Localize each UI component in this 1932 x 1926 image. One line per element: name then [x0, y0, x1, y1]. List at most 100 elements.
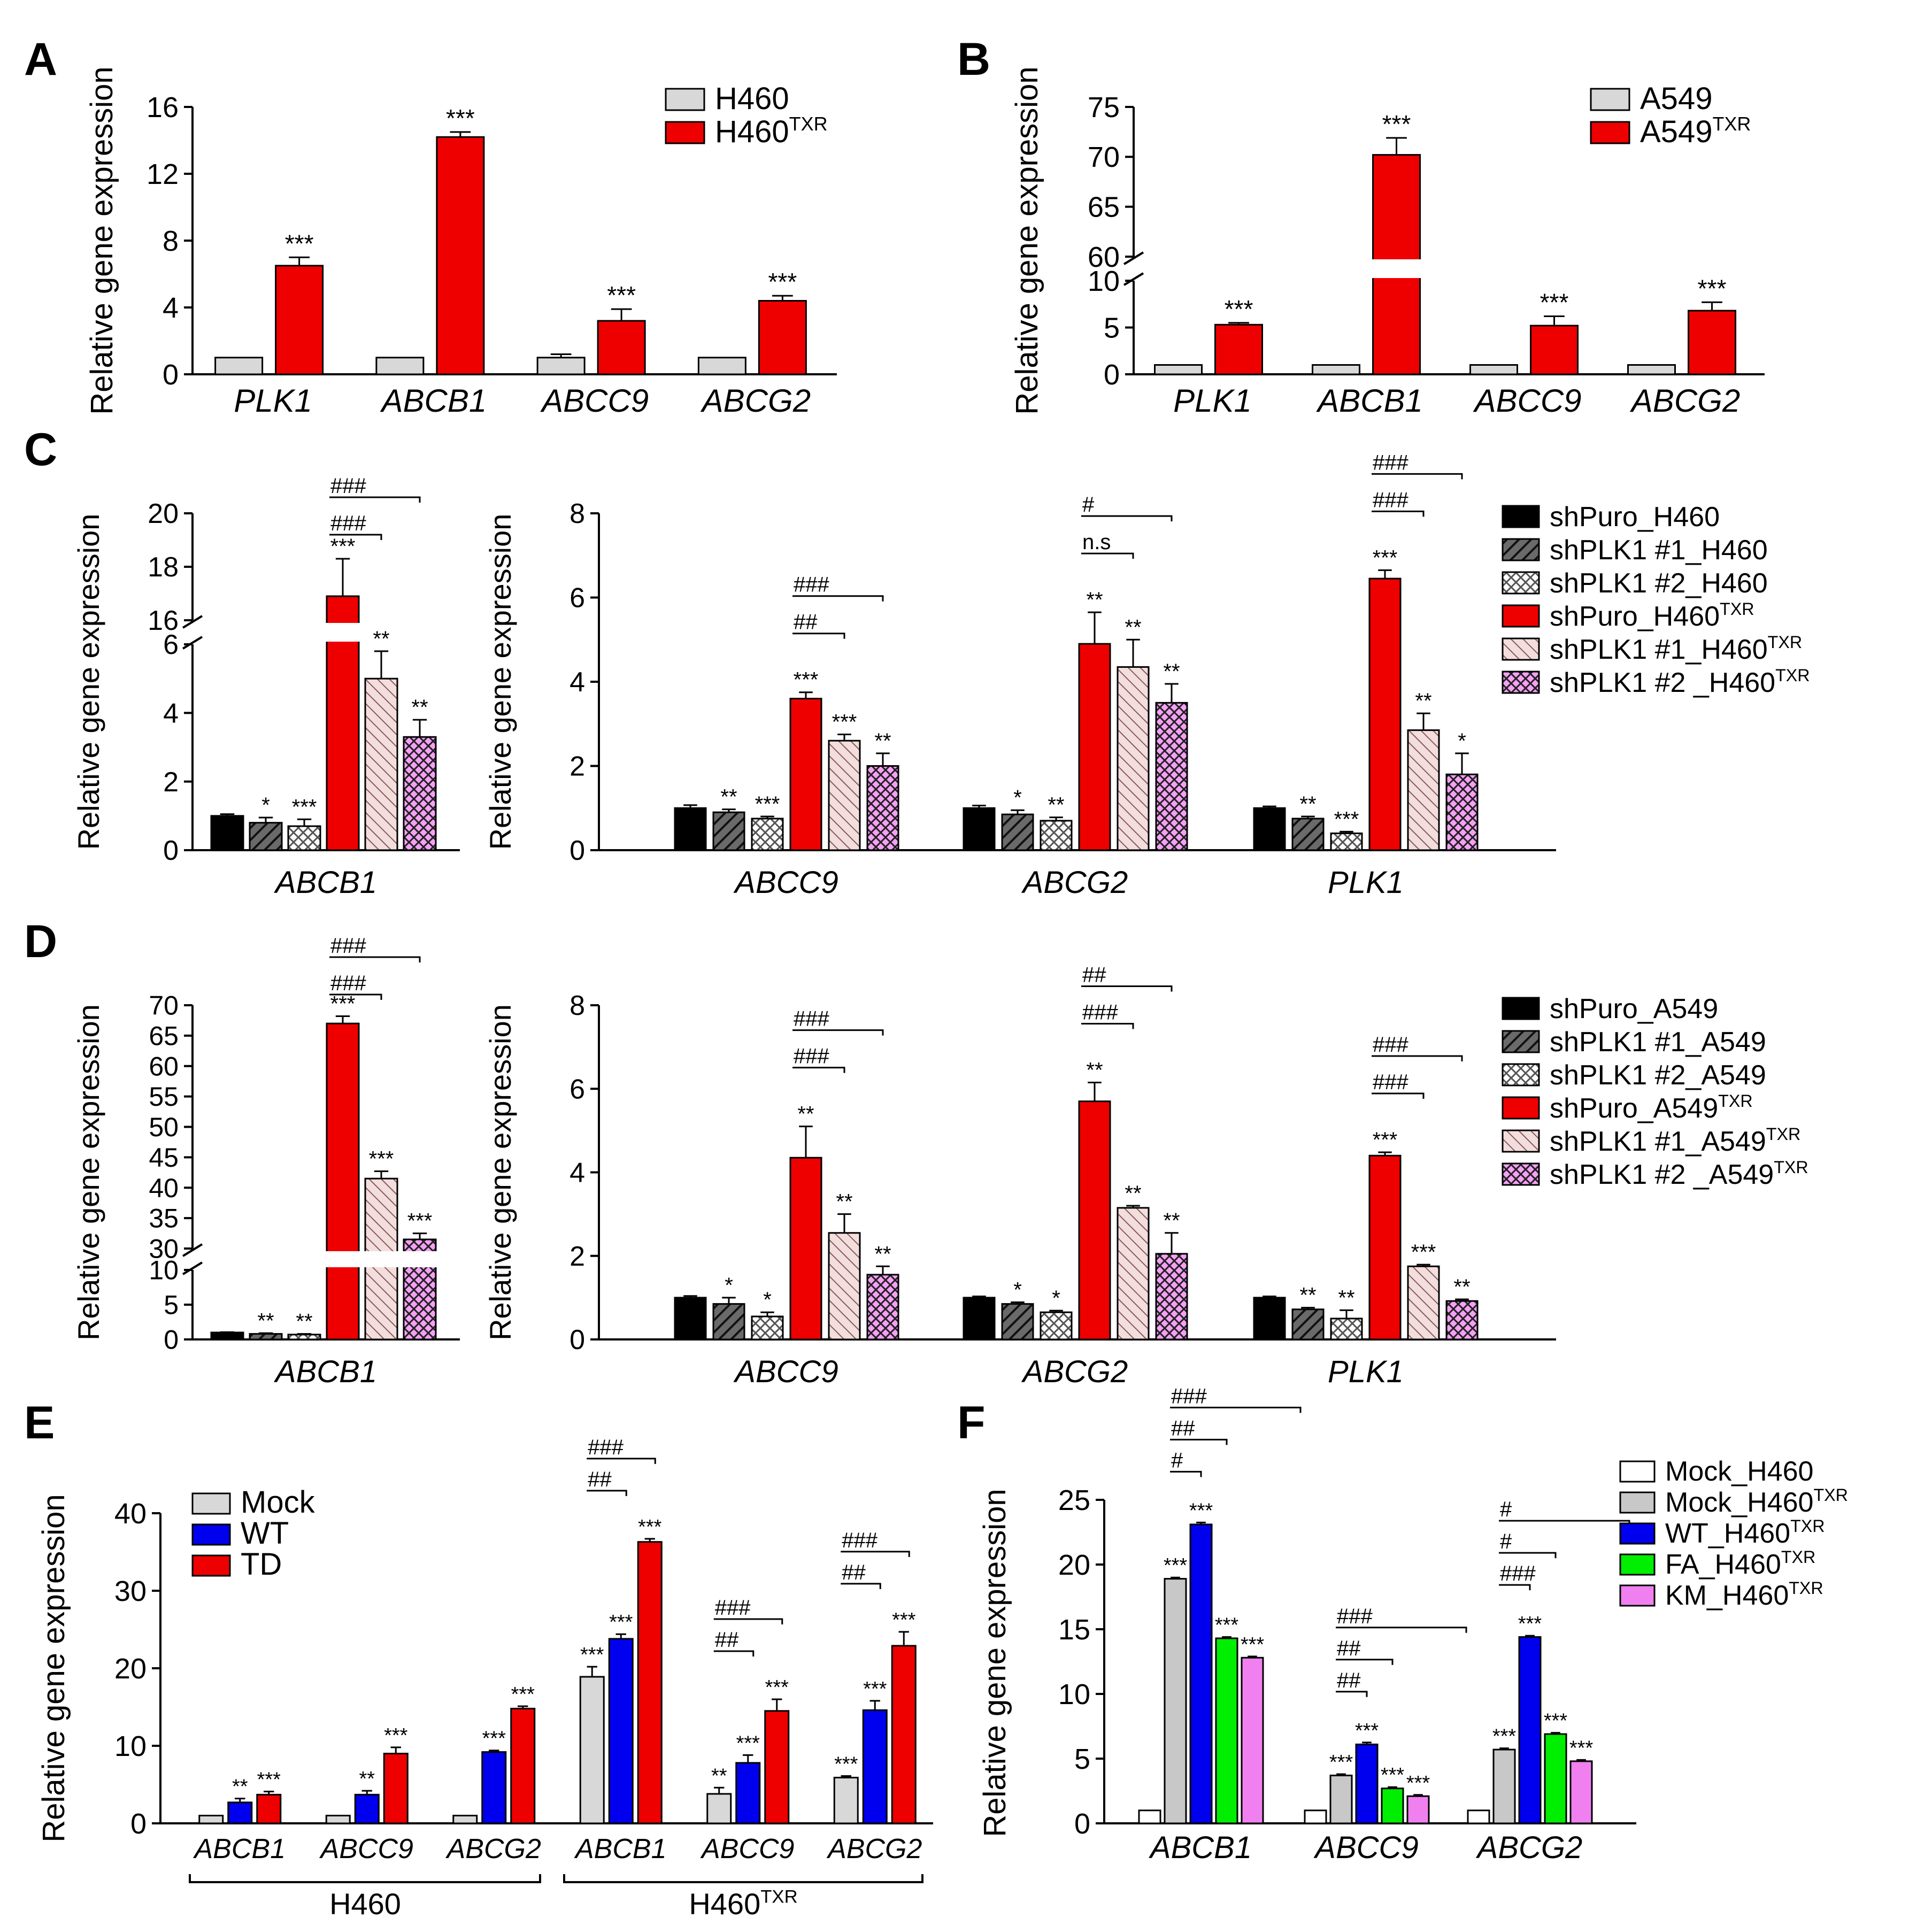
- y-tick-label: 20: [1058, 1549, 1090, 1581]
- bracket-label: ##: [794, 611, 818, 634]
- significance-label: ***: [768, 268, 797, 296]
- error-bar: [722, 1297, 736, 1304]
- bar: [325, 1815, 351, 1824]
- error-bar: [1228, 322, 1249, 325]
- legend-swatch: [1619, 1491, 1656, 1514]
- bracket-label: ##: [715, 1628, 739, 1652]
- legend-swatch: [1502, 1096, 1540, 1120]
- legend-swatch: [1502, 538, 1540, 561]
- y-axis-label: Relative gene expression: [1010, 66, 1044, 414]
- x-tick-label: PLK1: [1328, 865, 1404, 900]
- bar: [866, 765, 899, 851]
- bar: [862, 1709, 888, 1824]
- y-axis-label: Relative gene expression: [72, 1004, 105, 1341]
- bar: [1138, 1809, 1161, 1824]
- x-tick-label: ABCC9: [733, 865, 838, 900]
- legend-label: shPLK1 #1_A549: [1550, 1027, 1766, 1058]
- significance-label: ***: [285, 229, 314, 257]
- x-tick-label: ABCC9: [733, 1354, 838, 1389]
- bar-break: [363, 1251, 399, 1267]
- bar: [712, 1303, 745, 1341]
- y-tick-label: 2: [569, 1241, 585, 1272]
- legend-swatch: [1502, 571, 1540, 595]
- bar: [1241, 1657, 1264, 1824]
- bar: [1569, 1760, 1593, 1824]
- legend-label: shPLK1 #1_H460: [1550, 535, 1768, 566]
- panel-letter-e: E: [24, 1397, 55, 1449]
- legend-swatch: [1502, 637, 1540, 661]
- error-bar: [550, 353, 572, 358]
- legend-label: WT_H460TXR: [1665, 1516, 1825, 1549]
- significance-bracket: [1170, 1470, 1202, 1477]
- legend-swatch: [665, 88, 705, 111]
- group-bracket-h460: [189, 1874, 541, 1883]
- bracket-label: ###: [1373, 1070, 1408, 1094]
- error-bar: [683, 1295, 697, 1298]
- bracket-label: n.s: [1082, 530, 1111, 554]
- bracket-label: ##: [1171, 1416, 1195, 1440]
- significance-label: *: [1013, 1278, 1022, 1301]
- y-tick-label: 5: [1074, 1743, 1090, 1775]
- bar: [891, 1645, 917, 1824]
- y-tick-label: 16: [147, 91, 179, 124]
- significance-bracket: [1081, 552, 1134, 559]
- bar: [227, 1801, 253, 1824]
- axis-break-mark: [182, 615, 203, 650]
- legend-swatch: [1502, 1162, 1540, 1186]
- x-tick-label: ABCG2: [445, 1833, 541, 1865]
- significance-label: ***: [1225, 295, 1253, 323]
- significance-label: ***: [834, 1753, 858, 1776]
- significance-label: ***: [607, 281, 636, 309]
- bar: [963, 807, 996, 851]
- significance-label: **: [411, 696, 428, 719]
- error-bar: [799, 1126, 813, 1158]
- significance-bracket: [329, 496, 421, 503]
- bar: [1040, 1311, 1073, 1341]
- significance-label: ***: [446, 104, 475, 132]
- bar: [1445, 1300, 1479, 1341]
- legend-label: shPLK1 #2 _H460TXR: [1550, 666, 1810, 698]
- bar: [1189, 1523, 1213, 1824]
- x-tick-label: ABCB1: [1316, 383, 1423, 419]
- bar: [481, 1751, 507, 1824]
- error-bar: [772, 295, 793, 301]
- error-bar: [972, 1296, 986, 1298]
- y-tick-label: 60: [1088, 241, 1120, 273]
- bar: [383, 1753, 409, 1824]
- bracket-label: ##: [1082, 964, 1106, 987]
- bar: [1154, 364, 1203, 375]
- error-bar: [1165, 1232, 1179, 1254]
- error-bar: [1413, 1794, 1423, 1797]
- bracket-label: ##: [588, 1468, 612, 1491]
- bar: [1330, 1318, 1363, 1341]
- significance-bracket: [841, 1583, 881, 1589]
- error-bar: [1576, 1759, 1586, 1761]
- error-bar: [1301, 815, 1315, 819]
- bar: [1355, 1743, 1379, 1824]
- bar: [828, 1232, 861, 1341]
- bar: [751, 1315, 784, 1341]
- significance-bracket: [792, 633, 845, 639]
- bar: [403, 736, 437, 851]
- legend-swatch: [1619, 1460, 1656, 1483]
- y-tick-label: 4: [163, 292, 179, 324]
- significance-label: ***: [292, 795, 317, 819]
- bar: [1040, 820, 1073, 851]
- legend-swatch: [1502, 505, 1540, 528]
- y-tick-label: 25: [1058, 1484, 1090, 1516]
- legend-label: shPuro_A549: [1550, 993, 1718, 1024]
- significance-label: **: [797, 1103, 814, 1126]
- significance-bracket: [1499, 1520, 1630, 1527]
- significance-label: ***: [580, 1644, 604, 1666]
- significance-label: ***: [1698, 274, 1727, 302]
- y-tick-label: 0: [1104, 359, 1120, 391]
- significance-bracket: [1336, 1691, 1368, 1697]
- error-bar: [1544, 315, 1565, 326]
- significance-label: ***: [609, 1611, 633, 1634]
- group-label-h460txr: H460TXR: [689, 1887, 797, 1921]
- significance-bracket: [713, 1618, 783, 1624]
- bar: [1214, 323, 1263, 375]
- bar: [751, 818, 784, 851]
- y-tick-label: 45: [149, 1143, 179, 1173]
